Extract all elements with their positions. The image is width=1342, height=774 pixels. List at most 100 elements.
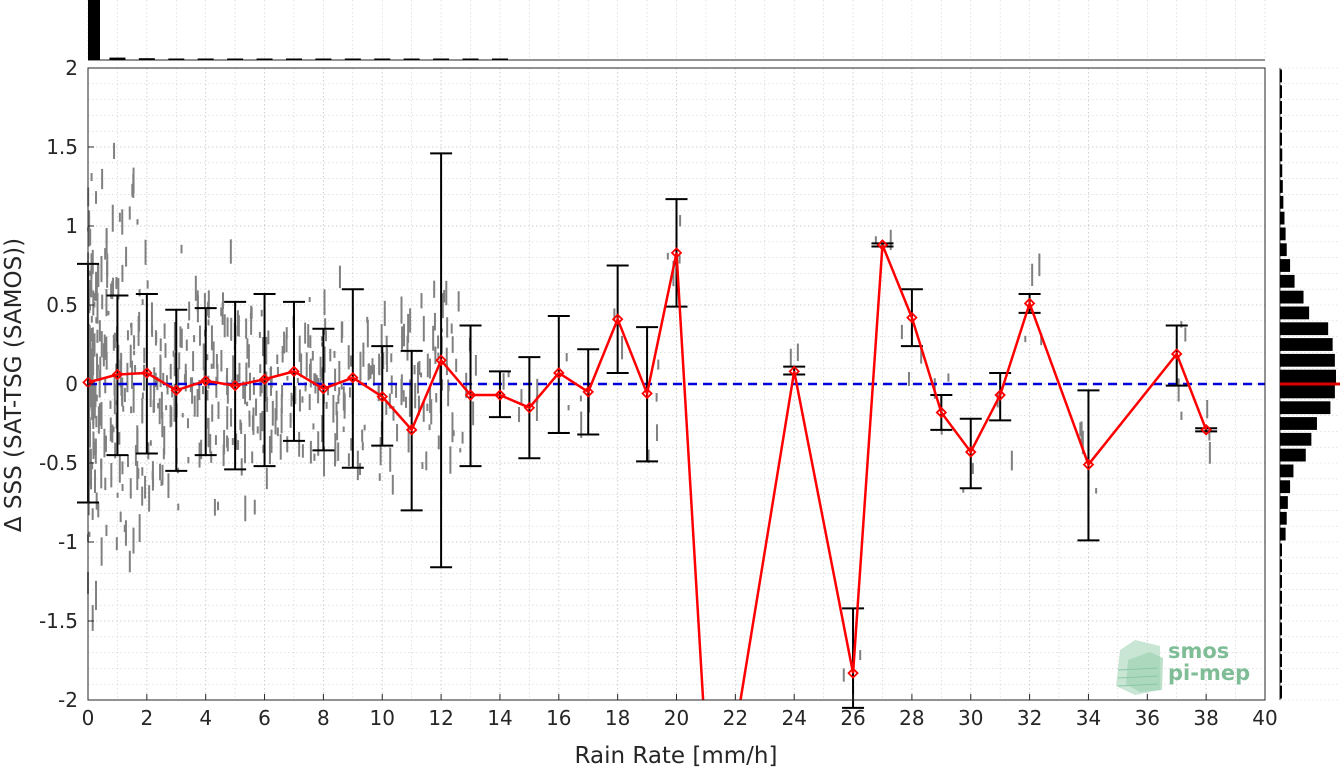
x-tick-label: 18 [605, 706, 630, 730]
top-histogram-bar [88, 0, 100, 60]
top-histogram [87, 0, 1266, 61]
series-point [170, 384, 183, 397]
right-histogram-bar [1280, 527, 1286, 541]
x-tick-label: 6 [258, 706, 271, 730]
top-histogram-bar [227, 58, 244, 60]
x-tick-label: 24 [781, 706, 806, 730]
right-histogram-bar [1280, 464, 1294, 478]
x-tick-label: 40 [1252, 706, 1277, 730]
y-tick-label: -2 [58, 688, 78, 712]
right-histogram-bar [1280, 559, 1282, 573]
right-histogram-bar [1280, 101, 1282, 114]
y-tick-label: 0 [65, 372, 78, 396]
right-histogram-bar [1280, 180, 1283, 193]
series-point [847, 667, 859, 679]
y-tick-label: 0.5 [46, 293, 78, 317]
right-histogram-bar [1280, 69, 1282, 83]
right-histogram-bar [1280, 148, 1283, 162]
right-histogram-bar [1280, 290, 1304, 304]
right-histogram-bar [1280, 432, 1312, 446]
smos-pi-mep-logo: smos pi-mep [1116, 639, 1250, 695]
series-point [288, 365, 300, 378]
y-tick-label: 1 [65, 214, 78, 238]
right-histogram-bar [1280, 338, 1333, 351]
series-point [258, 373, 271, 386]
logo-text-line1: smos [1168, 639, 1229, 663]
series-point [317, 382, 330, 395]
x-tick-label: 12 [428, 706, 453, 730]
mean-line [82, 239, 1212, 700]
x-tick-label: 34 [1076, 706, 1101, 730]
right-histogram-bar [1280, 685, 1282, 699]
right-histogram-bar [1280, 496, 1288, 509]
top-histogram-bar [315, 58, 332, 60]
right-histogram-bar [1280, 622, 1282, 636]
series-point [376, 390, 389, 403]
right-histogram-bar [1280, 369, 1336, 383]
top-histogram-bar [491, 58, 508, 60]
right-histogram-bar [1280, 543, 1282, 557]
right-histogram-bar [1280, 164, 1283, 178]
y-tick-label: -1 [58, 530, 78, 554]
plot-frame [87, 67, 1266, 701]
series-point [1200, 424, 1212, 436]
series-point [494, 389, 506, 401]
series-point [611, 313, 624, 325]
series-point [670, 247, 683, 259]
right-histogram-bar [1280, 306, 1310, 320]
series-point [523, 401, 536, 414]
x-tick-label: 0 [82, 706, 95, 730]
right-histogram-bar [1280, 385, 1335, 399]
right-histogram-bar [1280, 227, 1286, 241]
right-histogram-bar [1280, 353, 1335, 367]
y-tick-label: 2 [65, 56, 78, 80]
right-histogram-bar [1280, 638, 1282, 652]
series-point [876, 239, 889, 251]
top-histogram-bar [344, 58, 361, 60]
top-histogram-bar [403, 58, 420, 60]
right-histogram-bar [1280, 195, 1284, 209]
right-histogram-bar [1280, 590, 1282, 604]
series-point [1023, 297, 1036, 310]
x-axis-title: Rain Rate [mm/h] [575, 743, 778, 769]
right-histogram-bar [1280, 259, 1291, 272]
series-point [641, 387, 653, 400]
top-histogram-bar [256, 58, 273, 60]
right-histogram-bar [1280, 511, 1287, 525]
x-tick-label: 36 [1135, 706, 1160, 730]
top-histogram-bar [374, 58, 391, 60]
series-point [788, 365, 800, 378]
x-tick-label: 10 [370, 706, 395, 730]
right-histogram-bar [1280, 243, 1287, 257]
x-tick-label: 4 [199, 706, 212, 730]
logo-mark [1116, 640, 1163, 695]
right-histogram-bar [1280, 85, 1282, 99]
right-histogram-bar [1280, 417, 1317, 430]
top-histogram-bar [433, 58, 450, 60]
x-tick-label: 14 [487, 706, 512, 730]
x-tick-label: 28 [899, 706, 924, 730]
top-histogram-bar [138, 58, 155, 60]
right-histogram [1279, 67, 1340, 701]
y-tick-label: -1.5 [39, 609, 78, 633]
y-axis-title: Δ SSS (SAT-TSG (SAMOS)) [1, 238, 27, 532]
series-point [582, 386, 594, 398]
x-tick-label: 32 [1017, 706, 1042, 730]
top-histogram-bar [197, 58, 214, 60]
right-histogram-bar [1280, 575, 1282, 588]
right-histogram-bar [1280, 132, 1282, 146]
top-histogram-bar [168, 58, 185, 60]
right-histogram-bar [1280, 211, 1285, 225]
series-point [464, 389, 477, 401]
right-histogram-bar [1280, 480, 1291, 494]
right-histogram-bar [1280, 669, 1282, 683]
logo-text-line2: pi-mep [1168, 661, 1250, 685]
tick-labels: 0 2 4 6 8 10 12 14 16 18 20 22 24 26 28 30 32 34 36 38 40-2-… [39, 56, 1278, 730]
x-tick-label: 22 [723, 706, 748, 730]
series-point [994, 389, 1006, 401]
right-histogram-bar [1280, 654, 1282, 667]
x-tick-label: 16 [546, 706, 571, 730]
series-point [553, 367, 565, 379]
x-tick-label: 2 [140, 706, 153, 730]
